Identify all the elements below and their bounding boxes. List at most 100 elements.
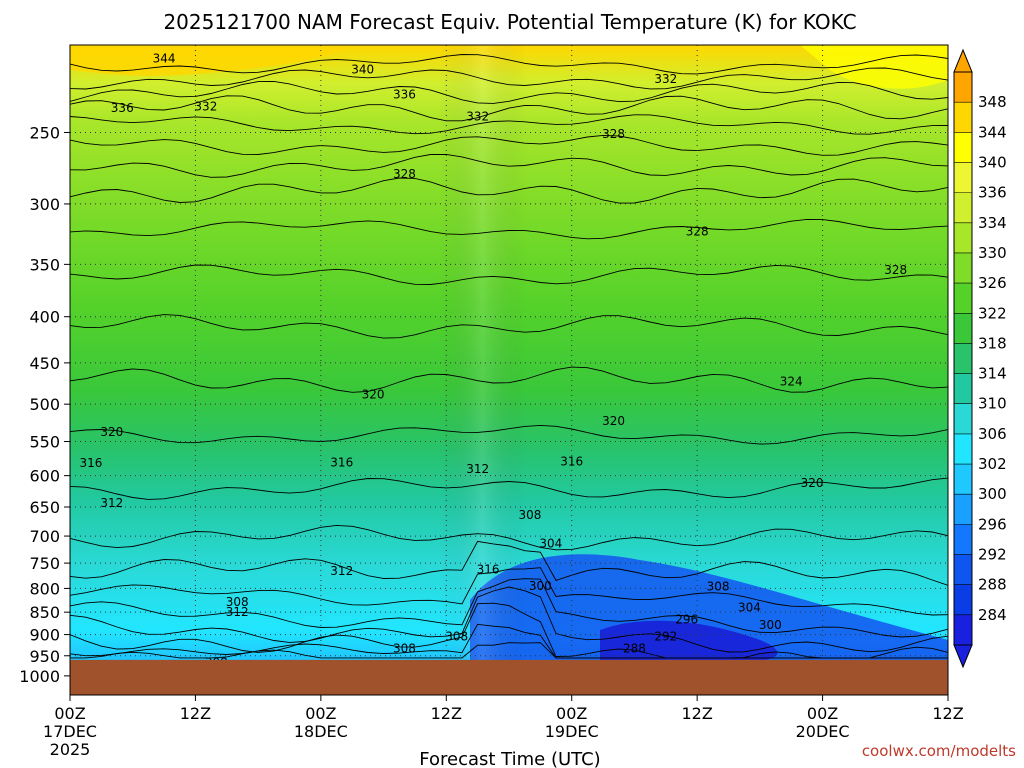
contour-label-text: 328 [393,167,416,181]
contour-label: 316 [330,455,353,469]
contour-line [70,95,948,122]
colorbar-label: 322 [978,304,1007,322]
contour-label: 332 [654,72,677,86]
contour-line [70,314,948,339]
credit-text: coolwx.com/modelts [862,742,1016,760]
contour-label-text: 304 [738,601,761,615]
y-axis: 250 300 350 400 450 500 550 600 650 700 750 800 850 9… [19,123,70,686]
colorbar-swatch [954,132,972,163]
contour-line [70,366,948,393]
contour-label: 328 [884,263,907,277]
colorbar-frame [953,71,973,646]
contour-line [70,524,948,551]
y-tick-label: 750 [29,554,60,573]
y-tick-label: 800 [29,579,60,598]
contour-line [70,424,948,445]
colorbar-label: 296 [978,515,1007,533]
contour-label: 328 [393,167,416,181]
colorbar-swatch [954,554,972,586]
contour-line [70,114,948,135]
contour-label: 308 [393,641,416,655]
contour-label-text: 300 [759,618,782,632]
contour-label: 316 [477,562,500,576]
chart-title: 2025121700 NAM Forecast Equiv. Potential… [163,10,856,34]
contour-label: 320 [362,388,385,402]
contour-label: 328 [602,127,625,141]
contour-label-text: 320 [602,414,625,428]
colorbar-swatch [954,433,972,465]
x-tick-time: 12Z [932,704,963,723]
contour-label: 320 [100,425,123,439]
contour-label: 292 [654,629,677,643]
colorbar: 348 344 340 336 334 330 326 322 318 314 310 306 302 3… [953,48,1007,669]
colorbar-swatch [954,102,972,133]
contour-label: 312 [100,496,123,510]
contour-label: 320 [801,476,824,490]
colorbar-label: 302 [978,455,1007,473]
colorbar-swatch [954,313,972,344]
colorbar-label: 292 [978,546,1007,564]
contour-label-text: 304 [539,536,562,550]
colorbar-label: 344 [978,123,1007,141]
colorbar-label: 334 [978,214,1007,232]
colorbar-swatch [954,162,972,194]
contour-label-text: 316 [330,455,353,469]
contour-line [70,642,948,659]
colorbar-label: 336 [978,184,1007,202]
contour-label-text: 308 [226,595,249,609]
contour-label-text: 300 [529,579,552,593]
contour-label: 340 [351,63,374,77]
colorbar-swatch [954,403,972,435]
y-tick-label: 300 [29,195,60,214]
x-tick-time: 12Z [180,704,211,723]
contour-label-text: 288 [623,642,646,656]
contour-label-text: 312 [100,496,123,510]
y-tick-label: 1000 [19,667,60,686]
contour-label: 308 [518,508,541,522]
contour-label-text: 336 [111,101,134,115]
y-tick-label: 650 [29,498,60,517]
contour-line [70,264,948,285]
colorbar-swatch [954,343,972,375]
contour-label-text: 312 [330,564,353,578]
x-tick-time: 00Z [54,704,85,723]
ground-surface [70,659,948,695]
contour-label: 308 [445,629,468,643]
x-tick-time: 12Z [681,704,712,723]
colorbar-label: 348 [978,93,1007,111]
colorbar-top-arrow [953,48,973,73]
x-tick-time: 12Z [431,704,462,723]
contour-label-text: 296 [675,612,698,626]
contour-label-text: 328 [884,263,907,277]
colorbar-label: 288 [978,576,1007,594]
contour-label: 344 [153,51,176,65]
x-tick-date: 19DEC [545,722,599,741]
contour-label-text: 312 [226,605,249,619]
contour-label: 312 [226,605,249,619]
contour-label-text: 308 [518,508,541,522]
contour-label-text: 320 [801,476,824,490]
contour-label: 328 [686,225,709,239]
contour-line [70,177,948,204]
contour-label-text: 308 [445,629,468,643]
y-tick-label: 700 [29,527,60,546]
contour-label-text: 316 [79,456,102,470]
y-tick-label: 850 [29,603,60,622]
x-tick-date: 17DEC [43,722,97,741]
contour-label-text: 336 [393,88,416,102]
colorbar-label: 314 [978,365,1007,383]
y-tick-label: 950 [29,647,60,666]
contour-line [70,218,948,240]
contour-label: 336 [393,88,416,102]
x-tick-time: 00Z [305,704,336,723]
contour-label-text: 308 [707,579,730,593]
colorbar-swatch [954,584,972,616]
colorbar-label: 340 [978,153,1007,171]
colorbar-swatch [954,72,972,103]
contour-line [70,578,948,638]
contour-lines [70,54,948,659]
contour-line [70,153,948,178]
contour-label-text: 312 [466,462,489,476]
contour-label: 312 [466,462,489,476]
